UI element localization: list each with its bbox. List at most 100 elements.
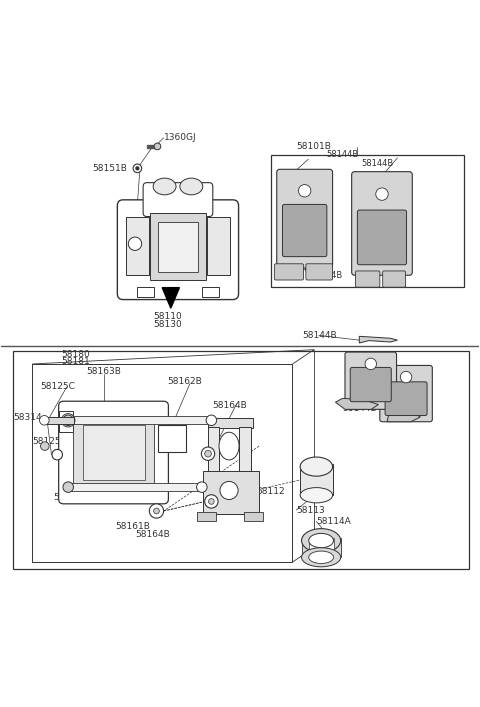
Circle shape bbox=[365, 358, 376, 370]
Bar bbox=[207, 418, 253, 428]
FancyBboxPatch shape bbox=[277, 169, 333, 268]
Text: 1360GJ: 1360GJ bbox=[164, 134, 196, 142]
Text: 58110: 58110 bbox=[153, 312, 182, 321]
Circle shape bbox=[206, 415, 216, 426]
Ellipse shape bbox=[309, 533, 334, 548]
FancyBboxPatch shape bbox=[356, 271, 380, 287]
Circle shape bbox=[376, 188, 388, 200]
Polygon shape bbox=[360, 337, 397, 343]
Bar bbox=[271, 156, 464, 287]
Bar bbox=[44, 417, 74, 423]
Circle shape bbox=[204, 495, 218, 508]
Text: 58164B: 58164B bbox=[136, 530, 170, 539]
Text: 58181: 58181 bbox=[61, 356, 90, 366]
Circle shape bbox=[208, 498, 214, 504]
Bar bbox=[150, 213, 205, 279]
Ellipse shape bbox=[309, 551, 334, 563]
FancyBboxPatch shape bbox=[306, 264, 333, 280]
Text: 58144B: 58144B bbox=[343, 404, 377, 413]
Bar bbox=[309, 538, 334, 557]
Circle shape bbox=[154, 508, 159, 514]
Bar bbox=[73, 418, 154, 489]
FancyBboxPatch shape bbox=[143, 182, 213, 216]
Text: 58144B: 58144B bbox=[286, 264, 319, 273]
FancyBboxPatch shape bbox=[350, 368, 391, 402]
Bar bbox=[203, 472, 259, 514]
Text: 58314: 58314 bbox=[13, 413, 42, 422]
Text: 58112: 58112 bbox=[257, 487, 285, 496]
Circle shape bbox=[63, 482, 73, 492]
Text: 58130: 58130 bbox=[153, 320, 182, 329]
Text: 58125C: 58125C bbox=[40, 382, 75, 392]
FancyBboxPatch shape bbox=[117, 200, 239, 300]
Ellipse shape bbox=[219, 432, 239, 460]
Bar bbox=[147, 145, 157, 148]
Circle shape bbox=[299, 185, 311, 197]
FancyBboxPatch shape bbox=[383, 271, 406, 287]
Text: 58125F: 58125F bbox=[33, 438, 66, 446]
Text: 58114A: 58114A bbox=[316, 517, 351, 526]
Circle shape bbox=[201, 447, 215, 460]
Bar bbox=[158, 222, 198, 272]
Ellipse shape bbox=[301, 548, 341, 567]
FancyBboxPatch shape bbox=[385, 382, 427, 416]
Circle shape bbox=[149, 504, 164, 518]
Text: 58113: 58113 bbox=[296, 506, 325, 515]
Circle shape bbox=[128, 237, 142, 250]
Text: 58163B: 58163B bbox=[53, 493, 88, 502]
Circle shape bbox=[154, 143, 161, 150]
Text: 58144B: 58144B bbox=[326, 150, 358, 159]
Bar bbox=[33, 364, 292, 562]
FancyBboxPatch shape bbox=[358, 210, 407, 264]
Bar bbox=[126, 218, 149, 275]
Text: 58180: 58180 bbox=[61, 350, 90, 359]
Circle shape bbox=[204, 450, 211, 457]
Text: 58163B: 58163B bbox=[86, 367, 121, 375]
Circle shape bbox=[63, 415, 73, 426]
Circle shape bbox=[39, 416, 49, 425]
Polygon shape bbox=[387, 411, 420, 422]
Bar bbox=[301, 538, 341, 557]
Bar bbox=[83, 425, 144, 480]
FancyBboxPatch shape bbox=[59, 401, 168, 504]
Bar bbox=[300, 464, 333, 495]
Bar bbox=[158, 425, 186, 452]
Text: 58144B: 58144B bbox=[311, 271, 343, 280]
Bar bbox=[71, 416, 209, 424]
Text: 58162B: 58162B bbox=[168, 377, 203, 386]
Text: 58164B: 58164B bbox=[212, 402, 247, 411]
Ellipse shape bbox=[301, 529, 341, 552]
Bar bbox=[71, 484, 199, 491]
Bar bbox=[59, 411, 73, 432]
FancyBboxPatch shape bbox=[275, 264, 303, 280]
Ellipse shape bbox=[180, 178, 203, 195]
Bar bbox=[137, 287, 154, 297]
FancyBboxPatch shape bbox=[352, 172, 412, 275]
Polygon shape bbox=[336, 398, 378, 409]
FancyBboxPatch shape bbox=[282, 204, 327, 257]
Ellipse shape bbox=[220, 481, 238, 500]
Bar bbox=[206, 218, 229, 275]
Bar bbox=[207, 427, 219, 474]
Ellipse shape bbox=[300, 488, 333, 503]
Ellipse shape bbox=[153, 178, 176, 195]
Circle shape bbox=[61, 414, 75, 427]
Circle shape bbox=[197, 482, 207, 492]
Circle shape bbox=[133, 164, 142, 173]
Circle shape bbox=[52, 450, 62, 460]
FancyBboxPatch shape bbox=[380, 366, 432, 422]
Circle shape bbox=[136, 167, 139, 170]
Circle shape bbox=[40, 442, 49, 450]
Text: 58144B: 58144B bbox=[362, 159, 394, 168]
Bar bbox=[202, 287, 218, 297]
Text: 58101B: 58101B bbox=[297, 142, 331, 151]
Ellipse shape bbox=[300, 457, 333, 476]
Text: 58151B: 58151B bbox=[92, 164, 127, 173]
Bar bbox=[244, 512, 263, 520]
Polygon shape bbox=[162, 288, 180, 308]
Bar bbox=[197, 512, 216, 520]
Text: 58144B: 58144B bbox=[302, 331, 336, 340]
Circle shape bbox=[400, 371, 412, 382]
Bar bbox=[13, 351, 469, 569]
FancyBboxPatch shape bbox=[345, 352, 396, 409]
